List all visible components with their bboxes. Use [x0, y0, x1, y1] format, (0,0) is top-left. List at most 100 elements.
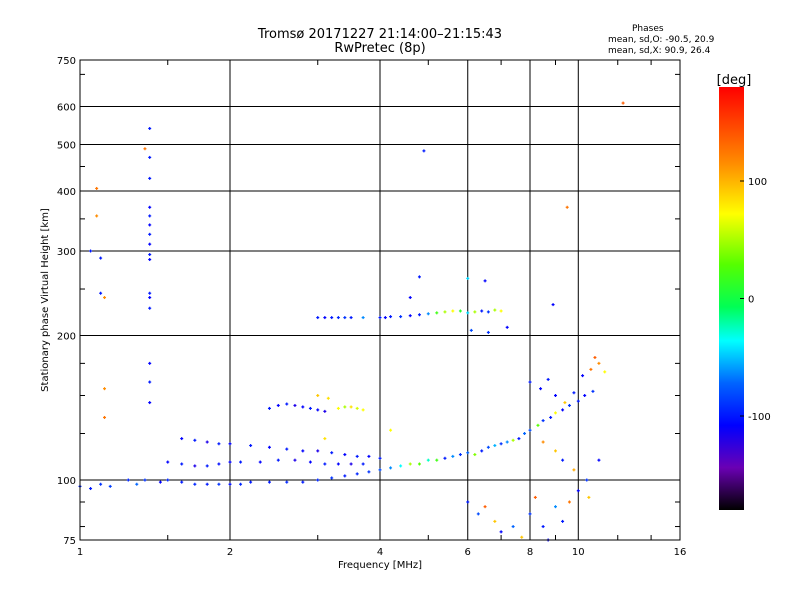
data-point [343, 474, 347, 478]
data-point [148, 361, 152, 365]
data-point [355, 454, 359, 458]
data-point [99, 482, 103, 486]
data-point [148, 232, 152, 236]
data-point [541, 419, 545, 423]
data-point [587, 495, 591, 499]
data-point [511, 438, 515, 442]
data-point [336, 316, 340, 320]
data-point [166, 478, 170, 482]
data-point [180, 437, 184, 441]
data-point [355, 406, 359, 410]
data-point [435, 311, 439, 315]
data-point [148, 253, 152, 257]
data-point [597, 361, 601, 365]
data-point [483, 505, 487, 509]
data-point [426, 458, 430, 462]
data-point [349, 405, 353, 409]
data-point [408, 314, 412, 318]
data-point [486, 445, 490, 449]
data-point [583, 394, 587, 398]
data-point [276, 403, 280, 407]
data-point [316, 394, 320, 398]
data-point [293, 458, 297, 462]
data-point [349, 462, 353, 466]
data-point [343, 453, 347, 457]
data-point [217, 482, 221, 486]
data-point [551, 303, 555, 307]
data-point [443, 456, 447, 460]
data-point [528, 380, 532, 384]
colorbar-label: [deg] [717, 73, 752, 88]
data-point [99, 256, 103, 260]
data-point [367, 470, 371, 474]
data-point [499, 442, 503, 446]
data-point [621, 101, 625, 105]
scatter-points [78, 101, 625, 542]
data-point [323, 409, 327, 413]
data-point [378, 456, 382, 460]
data-point [148, 258, 152, 262]
plot-frame [79, 59, 681, 541]
data-point [451, 454, 455, 458]
data-point [466, 451, 470, 455]
y-axis-ticks: 75 100 200 300 400 500 600 750 [57, 56, 680, 547]
data-point [486, 310, 490, 314]
data-point [597, 458, 601, 462]
data-point [148, 205, 152, 209]
data-point [536, 423, 540, 427]
data-point [103, 415, 107, 419]
phase-stats-x: mean, sd,X: 90.9, 26.4 [608, 46, 711, 56]
x-axis-label: Frequency [MHz] [338, 560, 422, 571]
data-point [148, 223, 152, 227]
data-point [89, 487, 93, 491]
data-point [330, 316, 334, 320]
phase-stats-header: Phases [632, 24, 664, 34]
data-point [417, 313, 421, 317]
data-point [546, 377, 550, 381]
data-point [228, 482, 232, 486]
chart-title: Tromsø 20171227 21:14:00–21:15:43 [257, 27, 503, 42]
data-point [426, 312, 430, 316]
data-point [517, 437, 521, 441]
data-point [553, 411, 557, 415]
data-point [589, 367, 593, 371]
data-point [561, 458, 565, 462]
data-point [148, 242, 152, 246]
data-point [499, 309, 503, 313]
data-point [143, 478, 147, 482]
data-point [367, 454, 371, 458]
data-point [330, 451, 334, 455]
data-point [389, 315, 393, 319]
data-point [126, 478, 130, 482]
data-point [361, 462, 365, 466]
data-point [148, 155, 152, 159]
data-point [523, 432, 527, 436]
data-point [228, 460, 232, 464]
data-point [301, 449, 305, 453]
data-point [239, 460, 243, 464]
x-axis-ticks: 1 2 4 6 8 10 16 [77, 60, 686, 558]
data-point [301, 480, 305, 484]
data-point [301, 405, 305, 409]
data-point [143, 147, 147, 151]
data-point [193, 464, 197, 468]
phase-stats-o: mean, sd,O: -90.5, 20.9 [608, 35, 715, 45]
data-point [541, 525, 545, 529]
data-point [585, 478, 589, 482]
data-point [480, 449, 484, 453]
data-point [158, 480, 162, 484]
data-point [95, 186, 99, 190]
data-point [576, 489, 580, 493]
data-point [383, 316, 387, 320]
data-point [466, 311, 470, 315]
data-point [528, 512, 532, 516]
data-point [563, 401, 567, 405]
data-point [276, 458, 280, 462]
data-point [399, 464, 403, 468]
data-point [520, 535, 524, 539]
data-point [553, 505, 557, 509]
data-point [323, 316, 327, 320]
y-tick-label: 500 [57, 141, 76, 152]
y-tick-label: 100 [57, 476, 76, 487]
